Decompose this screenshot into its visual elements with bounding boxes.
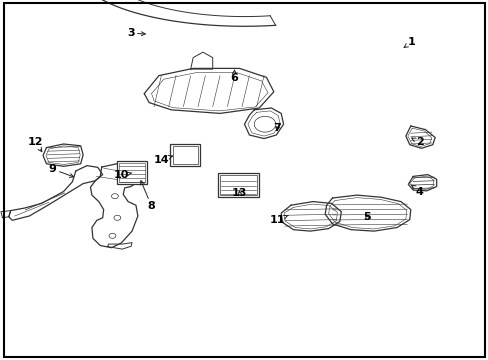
Bar xyxy=(117,161,146,184)
Bar xyxy=(217,173,259,197)
Bar xyxy=(119,163,144,182)
Text: 3: 3 xyxy=(127,28,145,38)
Text: 1: 1 xyxy=(403,37,415,48)
Text: 10: 10 xyxy=(113,170,131,180)
Text: 4: 4 xyxy=(411,185,423,197)
Text: 12: 12 xyxy=(27,137,43,152)
Text: 8: 8 xyxy=(140,181,155,211)
Text: 2: 2 xyxy=(411,137,423,147)
Text: 13: 13 xyxy=(231,188,247,198)
Text: 6: 6 xyxy=(229,70,237,84)
Text: 5: 5 xyxy=(362,212,370,222)
Text: 7: 7 xyxy=(273,123,281,133)
Bar xyxy=(170,144,200,166)
Text: 9: 9 xyxy=(49,164,74,177)
Text: 11: 11 xyxy=(269,215,288,225)
Bar xyxy=(220,175,256,195)
Bar xyxy=(172,146,198,164)
Text: 14: 14 xyxy=(153,155,172,165)
